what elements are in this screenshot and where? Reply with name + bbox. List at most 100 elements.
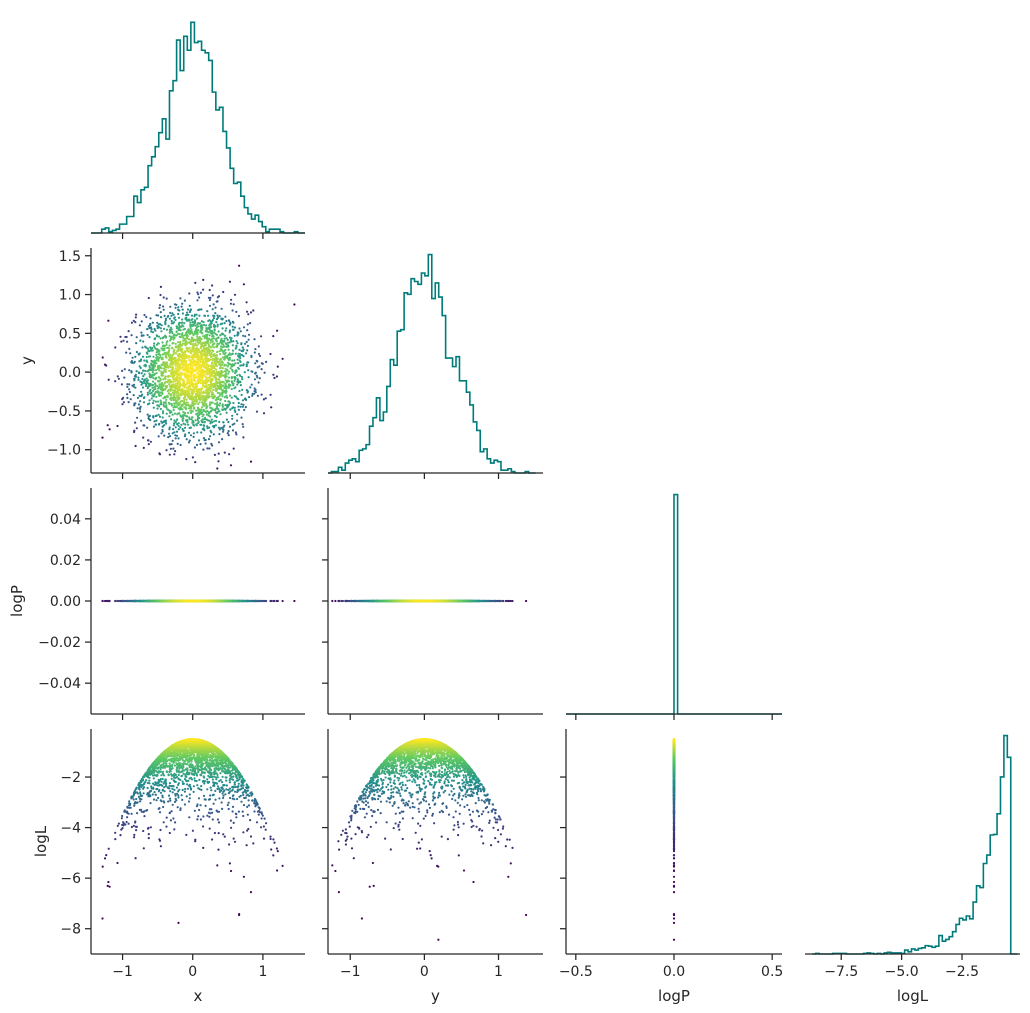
scatter-point: [125, 351, 128, 354]
scatter-point: [174, 352, 178, 355]
scatter-point: [217, 330, 220, 333]
scatter-point: [181, 336, 185, 339]
scatter-point: [197, 417, 200, 420]
scatter-point: [188, 332, 191, 336]
scatter-point: [130, 334, 133, 337]
scatter-point: [187, 313, 190, 316]
scatter-point: [139, 366, 142, 370]
scatter-point: [150, 397, 153, 400]
scatter-point: [219, 398, 222, 401]
scatter-point: [231, 344, 234, 347]
scatter-point: [224, 342, 227, 345]
scatter-point: [211, 340, 214, 343]
scatter-point: [230, 298, 233, 301]
scatter-point: [222, 352, 225, 355]
scatter-point: [255, 374, 258, 377]
scatter-point: [202, 408, 205, 411]
scatter-point: [229, 302, 232, 305]
scatter-point: [209, 365, 212, 368]
scatter-point: [148, 366, 151, 369]
scatter-point: [149, 326, 153, 329]
scatter-point: [165, 422, 168, 425]
scatter-point: [215, 351, 219, 354]
scatter-point: [182, 429, 185, 432]
scatter-point: [151, 349, 154, 352]
scatter-point: [247, 333, 251, 336]
scatter-point: [232, 321, 235, 324]
scatter-point: [232, 340, 235, 343]
scatter-point: [184, 331, 188, 335]
scatter-point: [212, 346, 216, 349]
scatter-point: [108, 428, 111, 431]
scatter-point: [163, 349, 166, 352]
scatter-point: [177, 424, 180, 427]
scatter-point: [165, 449, 168, 452]
scatter-point: [200, 406, 204, 409]
scatter-point: [191, 370, 194, 373]
scatter-point: [223, 424, 226, 427]
scatter-point: [187, 395, 190, 398]
scatter-point: [128, 369, 131, 372]
scatter-point: [177, 428, 180, 431]
scatter-point: [147, 443, 150, 446]
scatter-point: [134, 421, 137, 424]
scatter-point: [121, 369, 124, 372]
scatter-point: [165, 398, 168, 401]
scatter-point: [240, 349, 243, 352]
scatter-point: [242, 364, 245, 367]
scatter-point: [140, 419, 143, 422]
scatter-point: [233, 377, 237, 381]
scatter-point: [152, 425, 156, 428]
scatter-point: [181, 321, 184, 324]
scatter-point: [161, 412, 165, 415]
scatter-point: [168, 353, 172, 356]
scatter-point: [160, 347, 163, 350]
scatter-point: [202, 288, 205, 291]
scatter-point: [173, 431, 176, 434]
scatter-point: [214, 387, 217, 390]
scatter-point: [228, 323, 231, 326]
scatter-point: [245, 389, 248, 392]
scatter-point: [242, 334, 245, 337]
panels-layer: −1.0−0.50.00.51.01.5−0.04−0.020.000.020.…: [8, 21, 1020, 1005]
scatter-point: [177, 370, 180, 373]
scatter-point: [180, 423, 183, 426]
scatter-point: [131, 356, 134, 359]
scatter-point: [105, 364, 108, 367]
scatter-point: [146, 391, 149, 394]
scatter-point: [281, 357, 284, 360]
scatter-point: [231, 423, 234, 426]
scatter-point: [219, 334, 222, 337]
scatter-point: [163, 344, 166, 347]
scatter-point: [217, 441, 221, 444]
scatter-point: [214, 407, 218, 410]
scatter-point: [256, 366, 259, 369]
scatter-point: [152, 355, 155, 358]
scatter-point: [232, 328, 235, 331]
scatter-point: [175, 405, 178, 408]
scatter-point: [204, 442, 207, 445]
scatter-point: [172, 353, 175, 356]
scatter-point: [164, 375, 167, 378]
scatter-point: [194, 402, 197, 405]
scatter-point: [221, 346, 224, 349]
scatter-point: [209, 435, 212, 438]
scatter-point: [194, 461, 197, 464]
scatter-point: [263, 371, 266, 374]
scatter-point: [202, 278, 205, 281]
scatter-point: [186, 308, 190, 311]
y-tick-label: 0.5: [59, 326, 81, 342]
scatter-point: [164, 378, 167, 381]
scatter-point: [214, 306, 217, 309]
scatter-point: [167, 350, 170, 354]
scatter-point: [245, 340, 248, 344]
scatter-point: [126, 383, 129, 386]
scatter-point: [199, 291, 202, 294]
scatter-point: [194, 324, 197, 327]
scatter-point: [189, 404, 192, 407]
scatter-point: [164, 323, 167, 326]
scatter-point: [152, 369, 155, 372]
scatter-point: [216, 323, 219, 326]
scatter-point: [226, 368, 229, 371]
scatter-point: [160, 364, 164, 367]
